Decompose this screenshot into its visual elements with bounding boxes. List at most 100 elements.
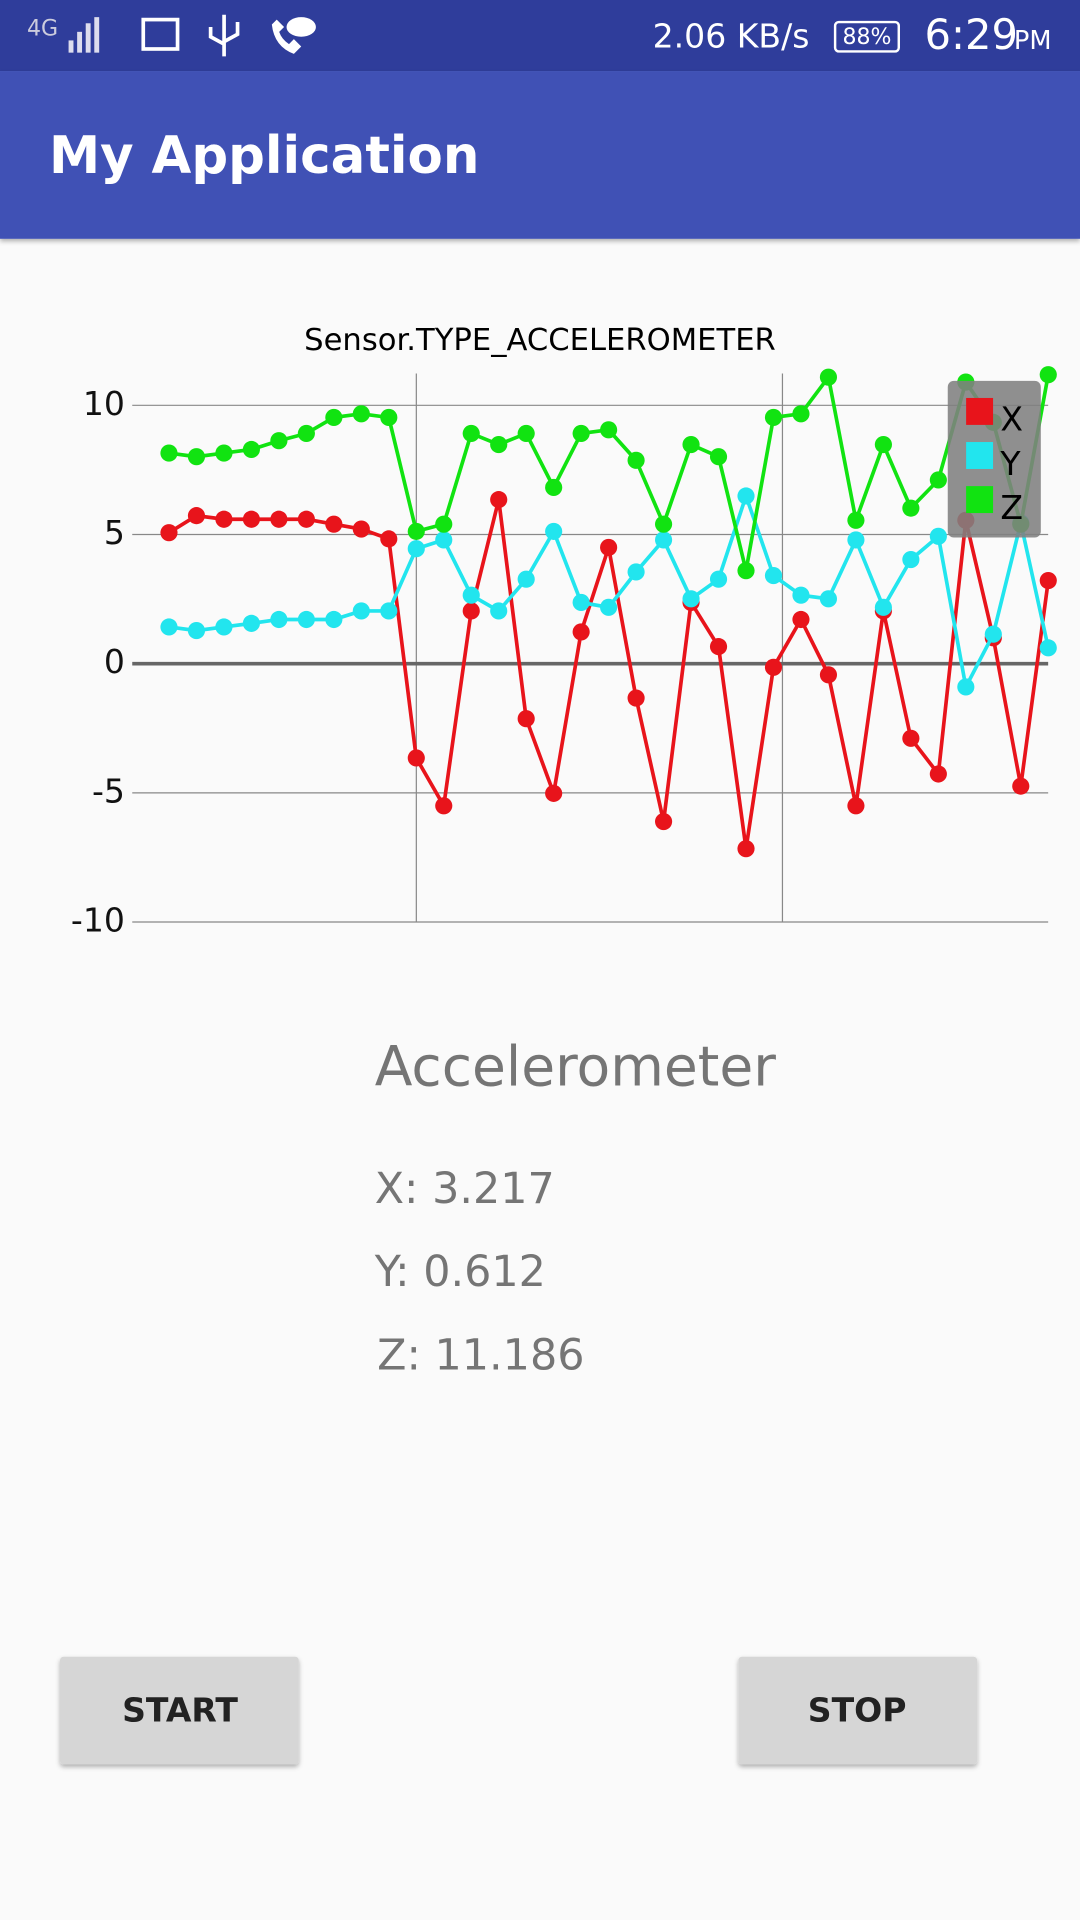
data-point — [407, 540, 425, 558]
signal-icon — [68, 17, 100, 53]
image-icon — [141, 17, 180, 51]
data-point — [737, 487, 755, 505]
y-tick-label: -10 — [71, 901, 125, 940]
data-point — [1039, 571, 1057, 590]
y-tick-label: 5 — [104, 513, 125, 552]
data-point — [600, 421, 618, 439]
data-point — [215, 444, 233, 462]
y-tick-label: 0 — [104, 642, 125, 681]
data-point — [929, 527, 947, 545]
data-point — [352, 602, 370, 620]
data-point — [764, 658, 783, 676]
data-point — [819, 590, 838, 608]
data-point — [242, 614, 260, 632]
data-point — [902, 729, 920, 747]
data-point — [764, 408, 783, 427]
data-point — [847, 797, 865, 815]
data-point — [792, 586, 810, 604]
plot: -10 -5 0 5 10 XYZ — [71, 366, 1057, 940]
call-icon — [271, 19, 302, 54]
data-point — [490, 491, 508, 509]
data-point — [545, 478, 563, 497]
data-point — [655, 812, 673, 831]
data-point — [160, 618, 178, 636]
stop-button-label[interactable]: STOP — [808, 1690, 907, 1729]
data-point — [435, 515, 453, 533]
data-point — [764, 566, 783, 585]
data-point — [187, 448, 206, 466]
data-point — [407, 749, 425, 767]
data-point — [600, 538, 618, 556]
data-point — [270, 432, 288, 450]
reading-y: Y: 0.612 — [374, 1247, 546, 1297]
network-speed: 2.06 KB/s — [653, 16, 810, 55]
data-point — [545, 784, 563, 802]
data-point — [627, 451, 645, 469]
data-point — [270, 610, 288, 629]
battery-level: 88% — [842, 25, 891, 50]
data-point — [682, 590, 700, 608]
data-point — [572, 623, 590, 641]
data-point — [160, 444, 178, 462]
start-button-bg[interactable] — [60, 1656, 299, 1765]
start-button-label[interactable]: START — [122, 1690, 238, 1729]
data-point — [242, 440, 260, 459]
stop-button-bg[interactable] — [738, 1656, 978, 1765]
data-point — [517, 710, 535, 728]
data-point — [627, 563, 645, 581]
data-point — [435, 531, 453, 549]
reading-x: X: 3.217 — [375, 1164, 555, 1214]
data-point — [627, 689, 645, 707]
legend-box — [947, 380, 1041, 538]
legend-swatch — [966, 442, 994, 469]
status-bar — [0, 0, 1080, 72]
data-point — [847, 511, 865, 529]
battery-icon — [833, 20, 900, 53]
data-point — [874, 598, 892, 616]
data-point — [600, 598, 618, 616]
data-point — [819, 368, 838, 386]
data-point — [957, 678, 975, 696]
data-point — [682, 436, 700, 454]
data-point — [517, 570, 535, 588]
data-point — [737, 840, 755, 858]
data-point — [352, 520, 370, 538]
data-point — [325, 408, 343, 427]
data-point — [902, 499, 920, 517]
data-point — [792, 405, 810, 423]
legend: XYZ — [947, 380, 1041, 538]
y-tick-label: -5 — [92, 771, 125, 810]
data-point — [709, 638, 728, 656]
data-point — [297, 424, 315, 443]
data-point — [1012, 777, 1030, 795]
data-point — [847, 531, 865, 549]
data-point — [407, 522, 425, 540]
data-point — [709, 570, 728, 588]
app-title: My Application — [49, 126, 479, 186]
data-point — [187, 507, 206, 525]
data-point — [270, 510, 288, 528]
legend-label: Z — [1000, 488, 1023, 527]
data-point — [737, 562, 755, 580]
start-button[interactable]: START — [60, 1656, 299, 1765]
data-point — [297, 510, 315, 528]
data-point — [819, 666, 838, 684]
data-point — [572, 593, 590, 612]
stop-button[interactable]: STOP — [738, 1656, 978, 1765]
data-point — [792, 610, 810, 629]
data-point — [655, 515, 673, 533]
data-point — [462, 602, 480, 620]
legend-label: Y — [999, 444, 1021, 483]
data-point — [215, 618, 233, 636]
y-tick-label: 10 — [83, 384, 125, 423]
data-point — [352, 405, 370, 423]
data-point — [984, 625, 1002, 643]
data-point — [187, 622, 206, 640]
data-point — [242, 510, 260, 528]
data-point — [572, 424, 590, 443]
data-point — [325, 515, 343, 533]
data-point — [902, 550, 920, 569]
data-point — [380, 602, 398, 620]
